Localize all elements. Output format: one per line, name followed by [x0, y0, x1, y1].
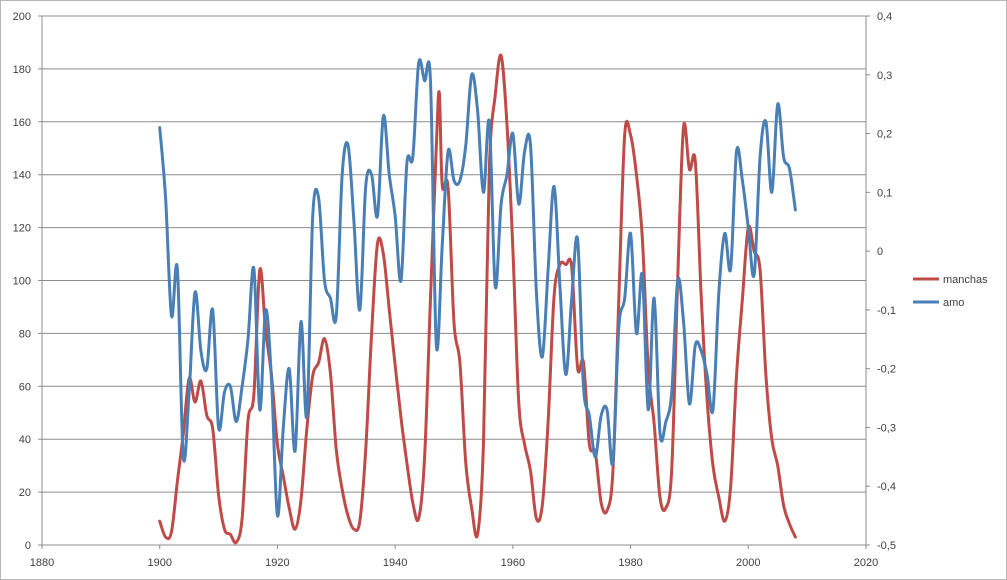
left-tick-label: 180: [13, 64, 31, 76]
right-tick-label: -0,1: [877, 305, 896, 317]
series-lines: [158, 53, 797, 545]
x-tick-label: 1920: [265, 557, 289, 569]
legend-label-manchas: manchas: [943, 274, 988, 286]
left-tick-label: 60: [19, 381, 31, 393]
legend: manchas amo: [913, 274, 988, 309]
right-tick-label: 0: [877, 246, 883, 258]
left-tick-label: 100: [13, 276, 31, 288]
gridlines: [42, 15, 866, 493]
series-line-amo: [158, 58, 797, 518]
right-tick-label: 0,1: [877, 187, 892, 199]
right-tick-label: 0,2: [877, 129, 892, 141]
right-tick-label: 0,4: [877, 11, 892, 23]
left-tick-label: 80: [19, 328, 31, 340]
right-tick-label: -0,4: [877, 481, 896, 493]
x-tick-label: 1900: [147, 557, 171, 569]
right-tick-label: -0,2: [877, 364, 896, 376]
x-tick-label: 1980: [618, 557, 642, 569]
left-tick-label: 120: [13, 223, 31, 235]
x-axis-tick-labels: 1880 1900 1920 1940 1960 1980 2000 2020: [30, 545, 878, 569]
left-tick-label: 40: [19, 434, 31, 446]
x-tick-label: 1880: [30, 557, 54, 569]
left-tick-label: 0: [25, 540, 31, 552]
x-tick-label: 2020: [854, 557, 878, 569]
x-tick-label: 1960: [501, 557, 525, 569]
left-axis-tick-labels: 0 20 40 60 80 100 120 140 160 180 200: [13, 11, 42, 552]
left-tick-label: 140: [13, 170, 31, 182]
right-tick-label: -0,5: [877, 540, 896, 552]
x-tick-label: 2000: [736, 557, 760, 569]
right-axis-tick-labels: -0,5 -0,4 -0,3 -0,2 -0,1 0 0,1 0,2 0,3 0,4: [866, 11, 896, 552]
left-tick-label: 20: [19, 487, 31, 499]
right-tick-label: 0,3: [877, 70, 892, 82]
left-tick-label: 160: [13, 117, 31, 129]
legend-label-amo: amo: [943, 297, 964, 309]
right-tick-label: -0,3: [877, 422, 896, 434]
left-tick-label: 200: [13, 11, 31, 23]
x-tick-label: 1940: [383, 557, 407, 569]
